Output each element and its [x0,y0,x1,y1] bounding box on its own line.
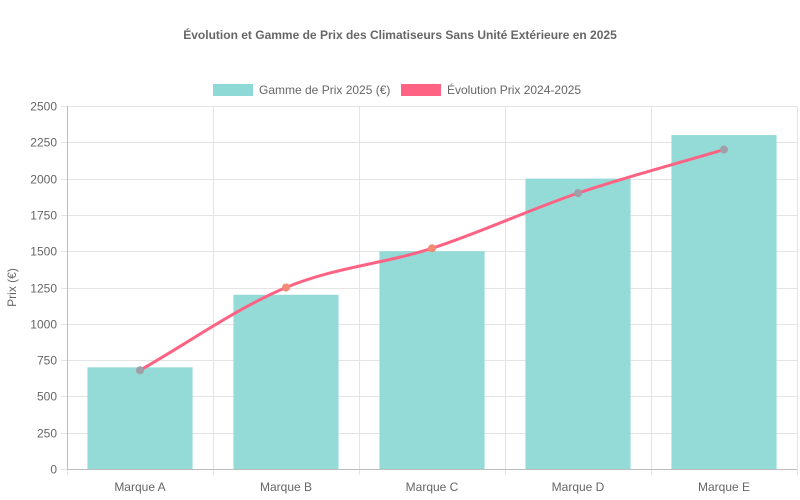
legend-item-line-series[interactable]: Évolution Prix 2024-2025 [401,81,581,99]
line-point [136,366,144,375]
legend-swatch-line-series [401,84,441,96]
y-tick-label: 1250 [30,282,57,296]
y-tick-label: 2500 [30,100,57,114]
x-tick-label: Marque C [406,480,459,494]
y-tick-label: 250 [37,427,57,441]
bar [671,135,777,470]
y-tick-label: 1500 [30,245,57,259]
y-tick-label: 2000 [30,173,57,187]
x-tick-label: Marque E [698,480,750,494]
x-tick-label: Marque B [260,480,312,494]
bar [233,294,339,469]
legend-label-line-series: Évolution Prix 2024-2025 [447,83,582,97]
x-tick-label: Marque A [114,480,165,494]
legend: Gamme de Prix 2025 (€) Évolution Prix 20… [0,81,800,99]
y-axis-title: Prix (€) [5,268,19,307]
bar [87,367,193,469]
y-tick-label: 0 [50,463,57,477]
line-point [282,283,290,292]
y-tick-label: 2250 [30,136,57,150]
line-point [428,244,436,253]
chart-title: Évolution et Gamme de Prix des Climatise… [183,28,617,42]
legend-label-bar-series: Gamme de Prix 2025 (€) [259,83,391,97]
y-tick-label: 750 [37,354,57,368]
legend-swatch-bar-series [213,84,253,96]
line-point [574,189,582,198]
y-tick-label: 500 [37,390,57,404]
legend-item-bar-series[interactable]: Gamme de Prix 2025 (€) [213,81,390,99]
y-tick-label: 1750 [30,209,57,223]
x-tick-label: Marque D [552,480,605,494]
bar [379,251,485,469]
bar [525,178,631,469]
line-point [720,145,728,154]
y-tick-label: 1000 [30,318,57,332]
